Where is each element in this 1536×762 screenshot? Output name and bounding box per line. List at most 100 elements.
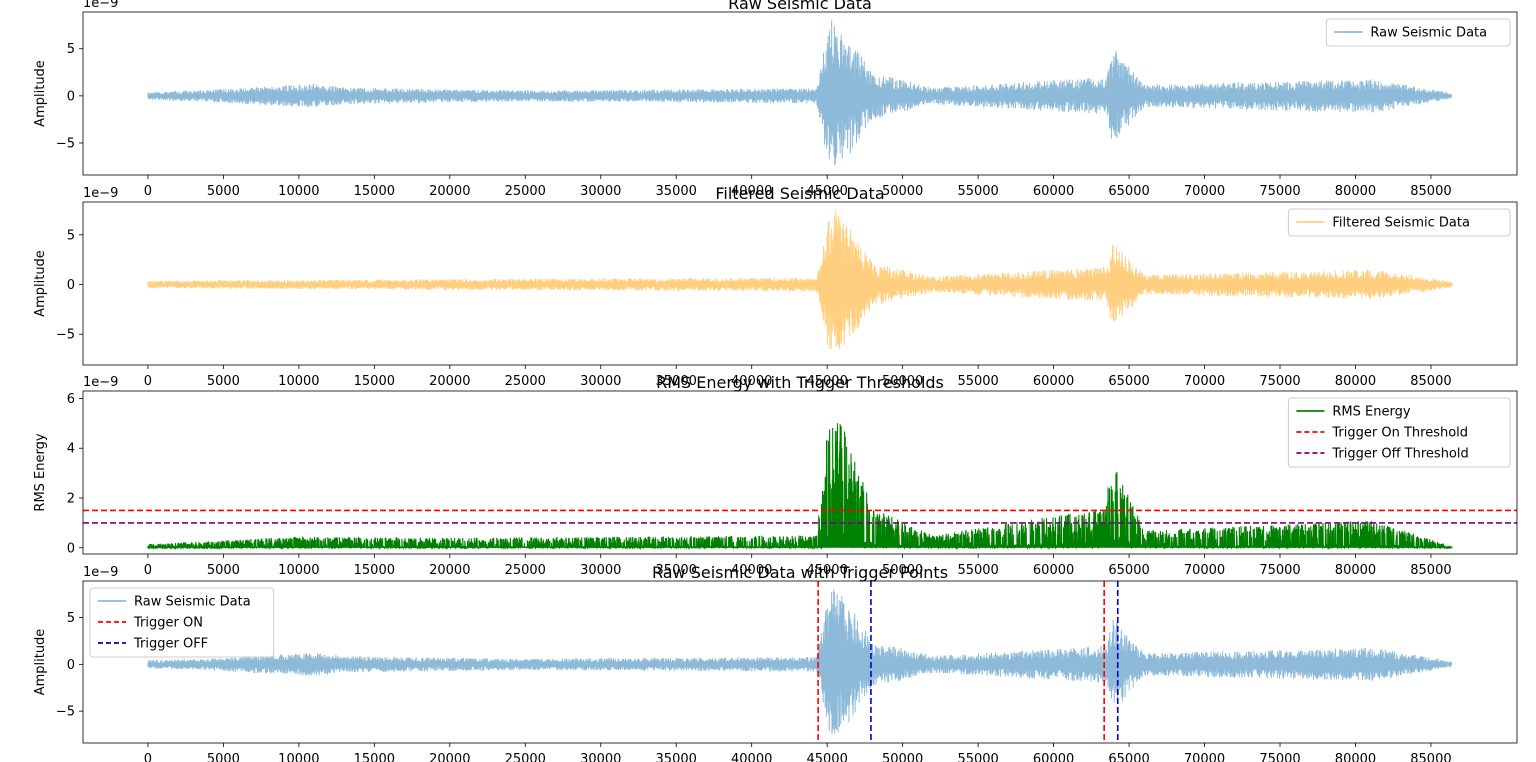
x-tick-label: 0 <box>144 752 152 762</box>
y-tick-label: 5 <box>67 611 75 626</box>
x-tick-label: 45000 <box>806 374 847 389</box>
x-tick-label: 70000 <box>1184 374 1225 389</box>
series-raw-seismic-data <box>147 589 1453 734</box>
y-tick-label: 0 <box>67 541 75 556</box>
x-tick-label: 70000 <box>1184 752 1225 762</box>
x-tick-label: 40000 <box>731 752 772 762</box>
legend-box <box>1287 397 1511 468</box>
x-tick-label: 25000 <box>505 184 546 199</box>
x-tick-label: 50000 <box>882 374 923 389</box>
axis-offset-text: 1e−9 <box>83 0 118 11</box>
x-tick-label: 65000 <box>1108 752 1149 762</box>
x-tick-label: 20000 <box>429 563 470 578</box>
x-tick-label: 70000 <box>1184 563 1225 578</box>
x-tick-label: 75000 <box>1259 563 1300 578</box>
subplot-1: 0 5000 10000 15000 20000 25000 30000 35000 40000… <box>33 0 1518 199</box>
x-tick-label: 10000 <box>278 374 319 389</box>
x-tick-label: 75000 <box>1259 752 1300 762</box>
x-tick-label: 55000 <box>957 374 998 389</box>
x-tick-label: 65000 <box>1108 563 1149 578</box>
x-tick-label: 60000 <box>1033 374 1074 389</box>
subplot-4: 0 5000 10000 15000 20000 25000 30000 35000 40000… <box>33 563 1518 762</box>
x-tick-label: 60000 <box>1033 752 1074 762</box>
legend: Raw Seismic Data Trigger ON Trigger OFF <box>89 587 275 658</box>
axis-offset-text: 1e−9 <box>83 375 118 390</box>
x-tick-label: 0 <box>144 184 152 199</box>
x-tick-label: 5000 <box>207 374 240 389</box>
x-tick-label: 80000 <box>1335 563 1376 578</box>
x-tick-label: 30000 <box>580 184 621 199</box>
x-tick-label: 55000 <box>957 752 998 762</box>
legend-box <box>1325 18 1511 47</box>
legend-label: Trigger OFF <box>133 637 208 652</box>
x-tick-label: 20000 <box>429 184 470 199</box>
x-tick-label: 20000 <box>429 374 470 389</box>
x-tick-label: 25000 <box>505 752 546 762</box>
x-tick-label: 85000 <box>1410 184 1451 199</box>
axes-frame <box>82 580 1518 744</box>
x-tick-label: 35000 <box>656 374 697 389</box>
x-tick-label: 60000 <box>1033 184 1074 199</box>
x-tick-label: 45000 <box>806 752 847 762</box>
x-tick-label: 50000 <box>882 184 923 199</box>
y-axis-label: Amplitude <box>33 250 48 317</box>
legend-label: Trigger Off Threshold <box>1331 447 1468 462</box>
subplot-title: Filtered Seismic Data <box>715 184 884 203</box>
x-tick-label: 75000 <box>1259 184 1300 199</box>
legend-box <box>1287 208 1511 237</box>
legend: RMS Energy Trigger On Threshold Trigger Of… <box>1287 397 1511 468</box>
x-tick-label: 50000 <box>882 563 923 578</box>
x-tick-label: 30000 <box>580 563 621 578</box>
x-tick-label: 15000 <box>354 563 395 578</box>
plot-area <box>147 210 1453 350</box>
plot-area <box>147 20 1453 166</box>
x-tick-label: 35000 <box>656 563 697 578</box>
axis-offset-text: 1e−9 <box>83 565 118 580</box>
series-raw-seismic-data <box>147 20 1453 166</box>
x-tick-label: 10000 <box>278 563 319 578</box>
legend-label: Raw Seismic Data <box>1370 26 1487 41</box>
legend-label: Raw Seismic Data <box>134 595 251 610</box>
legend-box <box>89 587 275 658</box>
x-tick-label: 55000 <box>957 184 998 199</box>
series-filtered-seismic-data <box>147 210 1453 350</box>
x-tick-label: 80000 <box>1335 752 1376 762</box>
x-tick-label: 0 <box>144 563 152 578</box>
x-tick-label: 5000 <box>207 752 240 762</box>
x-tick-label: 35000 <box>656 184 697 199</box>
x-tick-label: 65000 <box>1108 374 1149 389</box>
x-tick-label: 40000 <box>731 563 772 578</box>
legend-label: Filtered Seismic Data <box>1332 216 1470 231</box>
axes-frame <box>82 201 1518 366</box>
x-tick-label: 15000 <box>354 184 395 199</box>
x-tick-label: 85000 <box>1410 752 1451 762</box>
x-tick-label: 15000 <box>354 752 395 762</box>
x-tick-label: 25000 <box>505 374 546 389</box>
plot-area <box>147 581 1453 743</box>
x-tick-label: 10000 <box>278 184 319 199</box>
axis-offset-text: 1e−9 <box>83 186 118 201</box>
x-tick-label: 50000 <box>882 752 923 762</box>
x-tick-label: 0 <box>144 374 152 389</box>
x-tick-label: 85000 <box>1410 374 1451 389</box>
y-tick-label: 2 <box>67 492 75 507</box>
y-tick-label: −5 <box>56 136 75 151</box>
y-tick-label: 5 <box>67 228 75 243</box>
subplot-3: 0 5000 10000 15000 20000 25000 30000 35000 40000… <box>33 373 1518 578</box>
legend-label: Trigger ON <box>133 616 203 631</box>
x-tick-label: 70000 <box>1184 184 1225 199</box>
subplot-2: 0 5000 10000 15000 20000 25000 30000 35000 40000… <box>33 184 1518 389</box>
plot-area <box>83 423 1517 550</box>
x-tick-label: 40000 <box>731 374 772 389</box>
y-tick-label: −5 <box>56 328 75 343</box>
subplot-title: RMS Energy with Trigger Thresholds <box>656 373 944 392</box>
x-tick-label: 40000 <box>731 184 772 199</box>
y-tick-label: 4 <box>67 442 75 457</box>
x-tick-label: 60000 <box>1033 563 1074 578</box>
y-tick-label: 6 <box>67 392 75 407</box>
x-tick-label: 75000 <box>1259 374 1300 389</box>
y-tick-label: 0 <box>67 89 75 104</box>
y-axis-label: Amplitude <box>33 60 48 127</box>
y-axis-label: Amplitude <box>33 629 48 696</box>
